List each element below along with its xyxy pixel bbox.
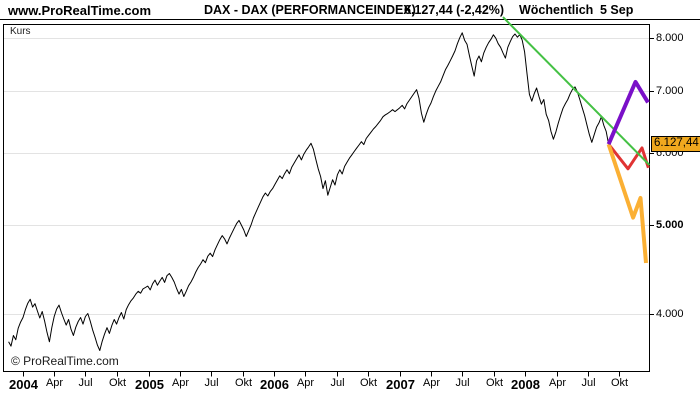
x-axis-tick-label: Apr [45,377,64,389]
kurs-pane-label: Kurs [10,26,31,37]
instrument-title: DAX - DAX (PERFORMANCEINDEX) [204,3,416,17]
scenario-middle-line [607,143,650,171]
x-axis-tick-label: 2005 [135,377,164,392]
x-axis-tick-label: Apr [296,377,315,389]
x-axis-tick-label: Apr [171,377,190,389]
x-axis-tick-label: Jul [204,377,219,389]
x-axis-tick-label: Jul [78,377,93,389]
x-axis-tick-label: 2004 [9,377,38,392]
x-axis-tick-label: Okt [485,377,504,389]
prorealtime-logo: www.ProRealTime.com [8,3,152,18]
x-axis-tick-label: 2007 [386,377,415,392]
last-quote-and-change: 6.127,44 (-2,42%) [404,3,505,17]
x-axis-tick-label: 2006 [260,377,289,392]
price-line [8,32,610,351]
x-axis-tick-label: Jul [330,377,345,389]
x-axis-tick-label: Okt [359,377,378,389]
x-axis-tick-label: Okt [108,377,127,389]
x-axis-tick-label: Okt [234,377,253,389]
last-date-label: 5 Sep [600,3,634,17]
timeframe-label: Wöchentlich [519,3,594,17]
scenario-up-line [606,79,650,145]
scenario-down-line [606,143,648,264]
x-axis-tick-label: Apr [422,377,441,389]
chart-header: www.ProRealTime.com DAX - DAX (PERFORMAN… [0,0,700,20]
x-axis-tick-label: Okt [610,377,629,389]
trendline-line [502,16,651,166]
plot-border [3,24,650,372]
x-axis-tick-label: 2008 [511,377,540,392]
y-axis-tick-label: 7.000 [656,84,684,97]
x-axis-tick-label: Jul [581,377,596,389]
prorealtime-watermark: © ProRealTime.com [11,354,119,368]
x-axis-tick-label: Jul [455,377,470,389]
x-axis-tick-label: Apr [548,377,567,389]
y-axis-tick-label: 8.000 [656,31,684,44]
y-axis-tick-label: 5.000 [656,218,684,231]
y-axis-tick-label: 4.000 [656,307,684,320]
last-price-tag: 6.127,44 [651,136,700,152]
